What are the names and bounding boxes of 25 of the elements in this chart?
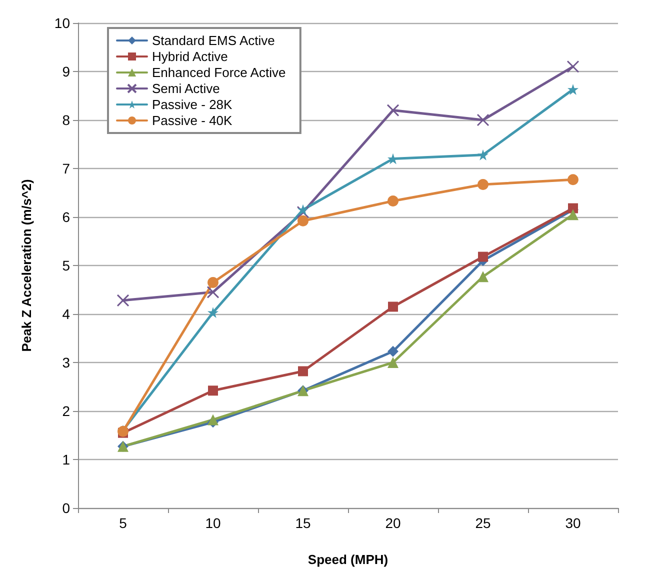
y-tick-label: 8 [62,112,70,128]
x-axis-title: Speed (MPH) [308,552,388,567]
y-tick-label: 4 [62,306,70,322]
y-tick-label: 9 [62,64,70,80]
y-tick-label: 0 [62,500,70,516]
y-tick-label: 3 [62,354,70,370]
y-tick-label: 7 [62,160,70,176]
legend-label: Passive - 40K [152,113,233,128]
x-tick-label: 5 [119,515,128,531]
legend-label: Semi Active [152,81,220,96]
x-tick-label: 25 [475,515,491,531]
legend-label: Hybrid Active [152,49,228,64]
legend-label: Enhanced Force Active [152,65,286,80]
y-tick-label: 2 [62,403,70,419]
y-tick-label: 5 [62,258,70,274]
y-axis-title: Peak Z Acceleration (m/s^2) [19,179,34,352]
x-tick-label: 15 [295,515,311,531]
y-tick-label: 1 [62,452,70,468]
x-tick-label: 10 [205,515,221,531]
x-tick-label: 20 [385,515,401,531]
legend-label: Passive - 28K [152,97,233,112]
legend-label: Standard EMS Active [152,33,275,48]
x-tick-label: 30 [565,515,581,531]
y-tick-label: 6 [62,209,70,225]
y-tick-label: 10 [54,15,70,31]
